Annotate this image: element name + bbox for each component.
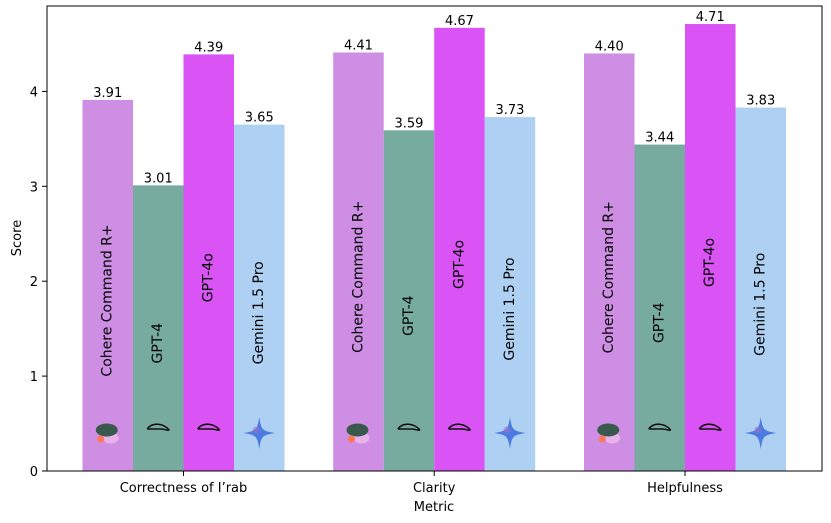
overlay-layer: 3.91 Cohere Command R+ 4.41 Cohere Command … bbox=[93, 10, 777, 449]
y-tick-label: 2 bbox=[30, 275, 38, 290]
y-axis-title: Score bbox=[10, 220, 25, 256]
x-axis-title: Metric bbox=[414, 500, 454, 515]
bar-series-label: GPT-4o bbox=[201, 253, 217, 302]
y-tick-label: 4 bbox=[30, 85, 38, 100]
data-label: 4.71 bbox=[696, 10, 725, 25]
data-label: 3.01 bbox=[144, 171, 173, 186]
bar bbox=[584, 53, 635, 472]
bar bbox=[383, 130, 435, 471]
openai-logo-icon bbox=[447, 423, 472, 431]
bar bbox=[183, 54, 234, 472]
bar-series-label: GPT-4o bbox=[702, 238, 718, 287]
bar bbox=[685, 24, 736, 472]
bar-series-label: Cohere Command R+ bbox=[350, 201, 366, 353]
bar bbox=[434, 27, 485, 471]
gemini-sparkle-icon bbox=[493, 417, 526, 449]
bar bbox=[735, 107, 786, 471]
bar-series-label: Gemini 1.5 Pro bbox=[753, 253, 769, 356]
bar bbox=[133, 185, 184, 471]
cohere-logo-icon bbox=[95, 423, 119, 444]
openai-logo-icon bbox=[698, 423, 722, 431]
bar bbox=[234, 124, 285, 472]
data-label: 3.83 bbox=[746, 94, 775, 109]
bar-series-label: GPT-4 bbox=[401, 295, 417, 336]
gemini-sparkle-icon bbox=[243, 417, 276, 449]
bar-series-label: GPT-4 bbox=[150, 323, 166, 364]
bars-layer bbox=[82, 24, 786, 472]
x-tick-label: Clarity bbox=[413, 481, 456, 496]
cohere-logo-icon bbox=[597, 423, 621, 444]
x-tick-label: Correctness of I’rab bbox=[120, 481, 248, 496]
axes-layer: 0 1 2 3 4 Correctness of I’rab Clarity Helpfuln… bbox=[30, 85, 723, 496]
openai-logo-icon bbox=[197, 423, 221, 431]
bar bbox=[484, 117, 536, 471]
bar-series-label: Gemini 1.5 Pro bbox=[251, 261, 267, 364]
data-label: 4.39 bbox=[194, 40, 223, 55]
y-tick-label: 3 bbox=[30, 180, 38, 195]
data-label: 3.44 bbox=[645, 131, 674, 146]
bar-series-label: Cohere Command R+ bbox=[601, 201, 617, 353]
data-label: 4.67 bbox=[445, 14, 474, 29]
x-tick-label: Helpfulness bbox=[647, 481, 723, 496]
bar-series-label: GPT-4o bbox=[451, 240, 467, 289]
data-label: 3.73 bbox=[495, 103, 524, 118]
openai-logo-icon bbox=[648, 423, 672, 431]
data-label: 3.59 bbox=[394, 116, 423, 131]
openai-logo-icon bbox=[146, 423, 170, 431]
data-label: 4.41 bbox=[344, 39, 373, 54]
cohere-logo-icon bbox=[346, 423, 370, 444]
openai-logo-icon bbox=[397, 423, 421, 431]
data-label: 3.65 bbox=[245, 111, 274, 126]
y-tick-label: 0 bbox=[30, 465, 38, 480]
bar-series-label: Gemini 1.5 Pro bbox=[502, 257, 518, 360]
y-tick-label: 1 bbox=[30, 370, 38, 385]
data-label: 3.91 bbox=[93, 86, 122, 101]
data-label: 4.40 bbox=[595, 39, 624, 54]
bar-series-label: GPT-4 bbox=[652, 302, 668, 343]
bar bbox=[82, 99, 133, 472]
gemini-sparkle-icon bbox=[744, 417, 777, 449]
bar bbox=[333, 52, 384, 471]
bar-series-label: Cohere Command R+ bbox=[100, 224, 116, 376]
bar bbox=[634, 144, 685, 471]
